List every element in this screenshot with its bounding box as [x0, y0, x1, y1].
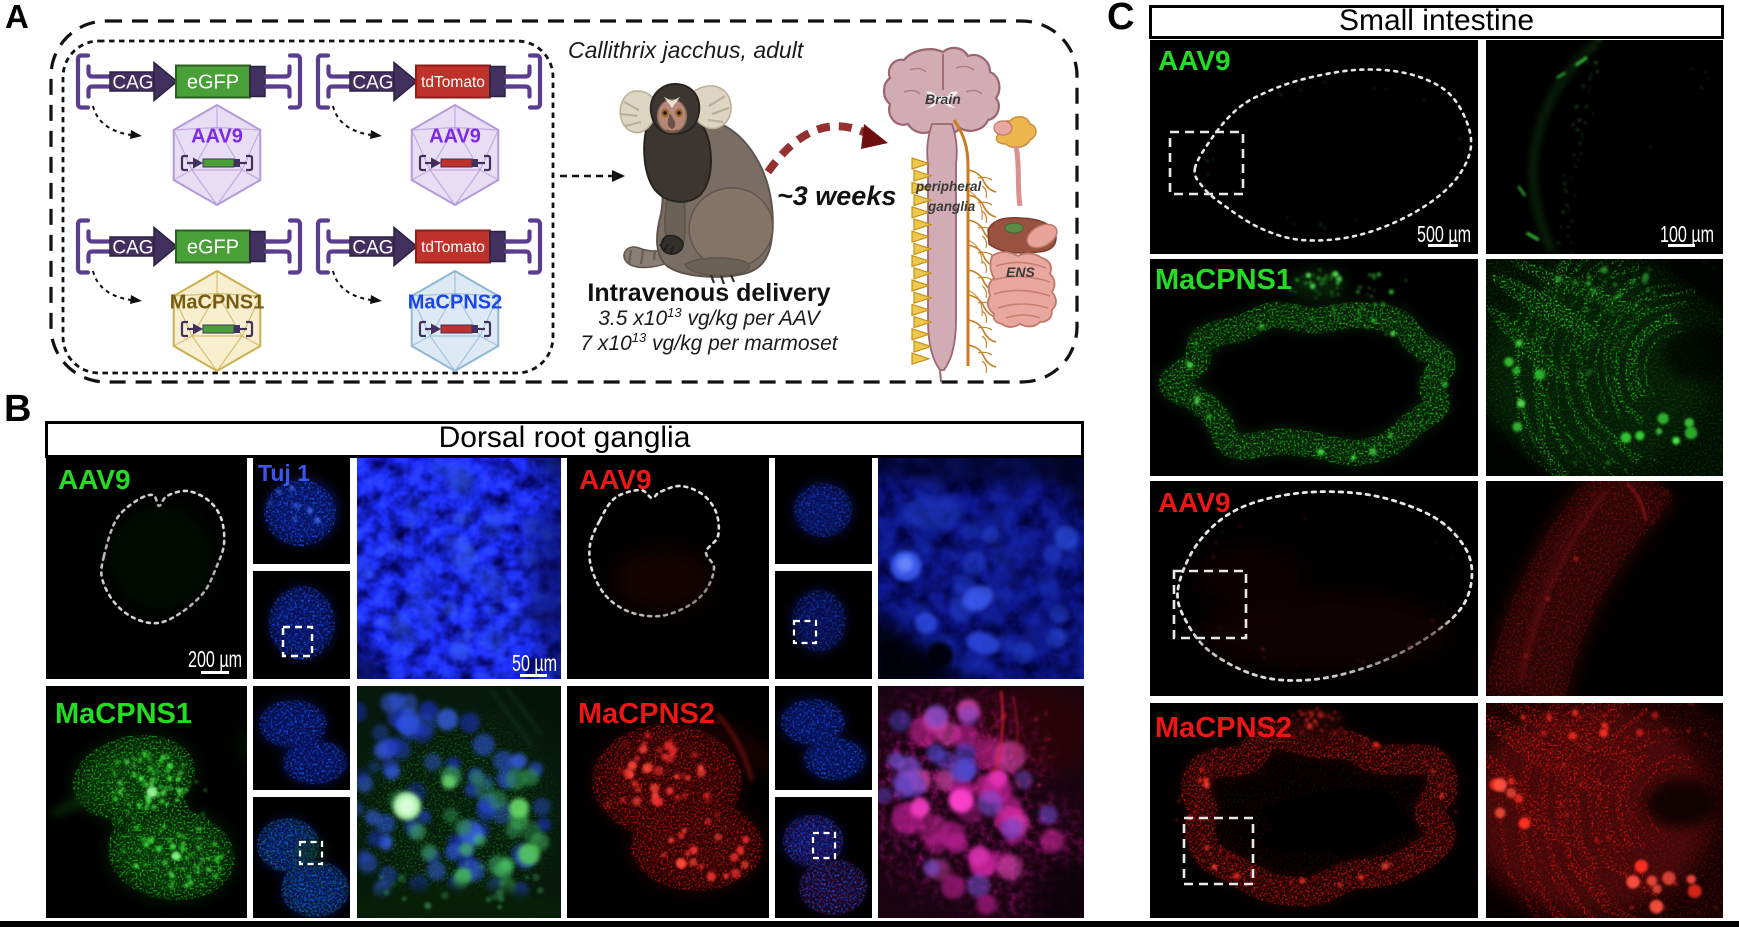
svg-text:eGFP: eGFP	[187, 72, 239, 94]
svg-text:tdTomato: tdTomato	[421, 74, 485, 91]
svg-text:eGFP: eGFP	[187, 237, 239, 259]
svg-text:AAV9: AAV9	[429, 126, 481, 148]
svg-text:CAG: CAG	[352, 238, 393, 259]
svg-text:CAG: CAG	[112, 238, 153, 259]
svg-text:MaCPNS1: MaCPNS1	[170, 292, 264, 314]
svg-text:CAG: CAG	[352, 73, 393, 94]
svg-text:MaCPNS2: MaCPNS2	[408, 292, 502, 314]
svg-text:AAV9: AAV9	[191, 126, 243, 148]
svg-text:tdTomato: tdTomato	[421, 239, 485, 256]
svg-text:CAG: CAG	[112, 73, 153, 94]
